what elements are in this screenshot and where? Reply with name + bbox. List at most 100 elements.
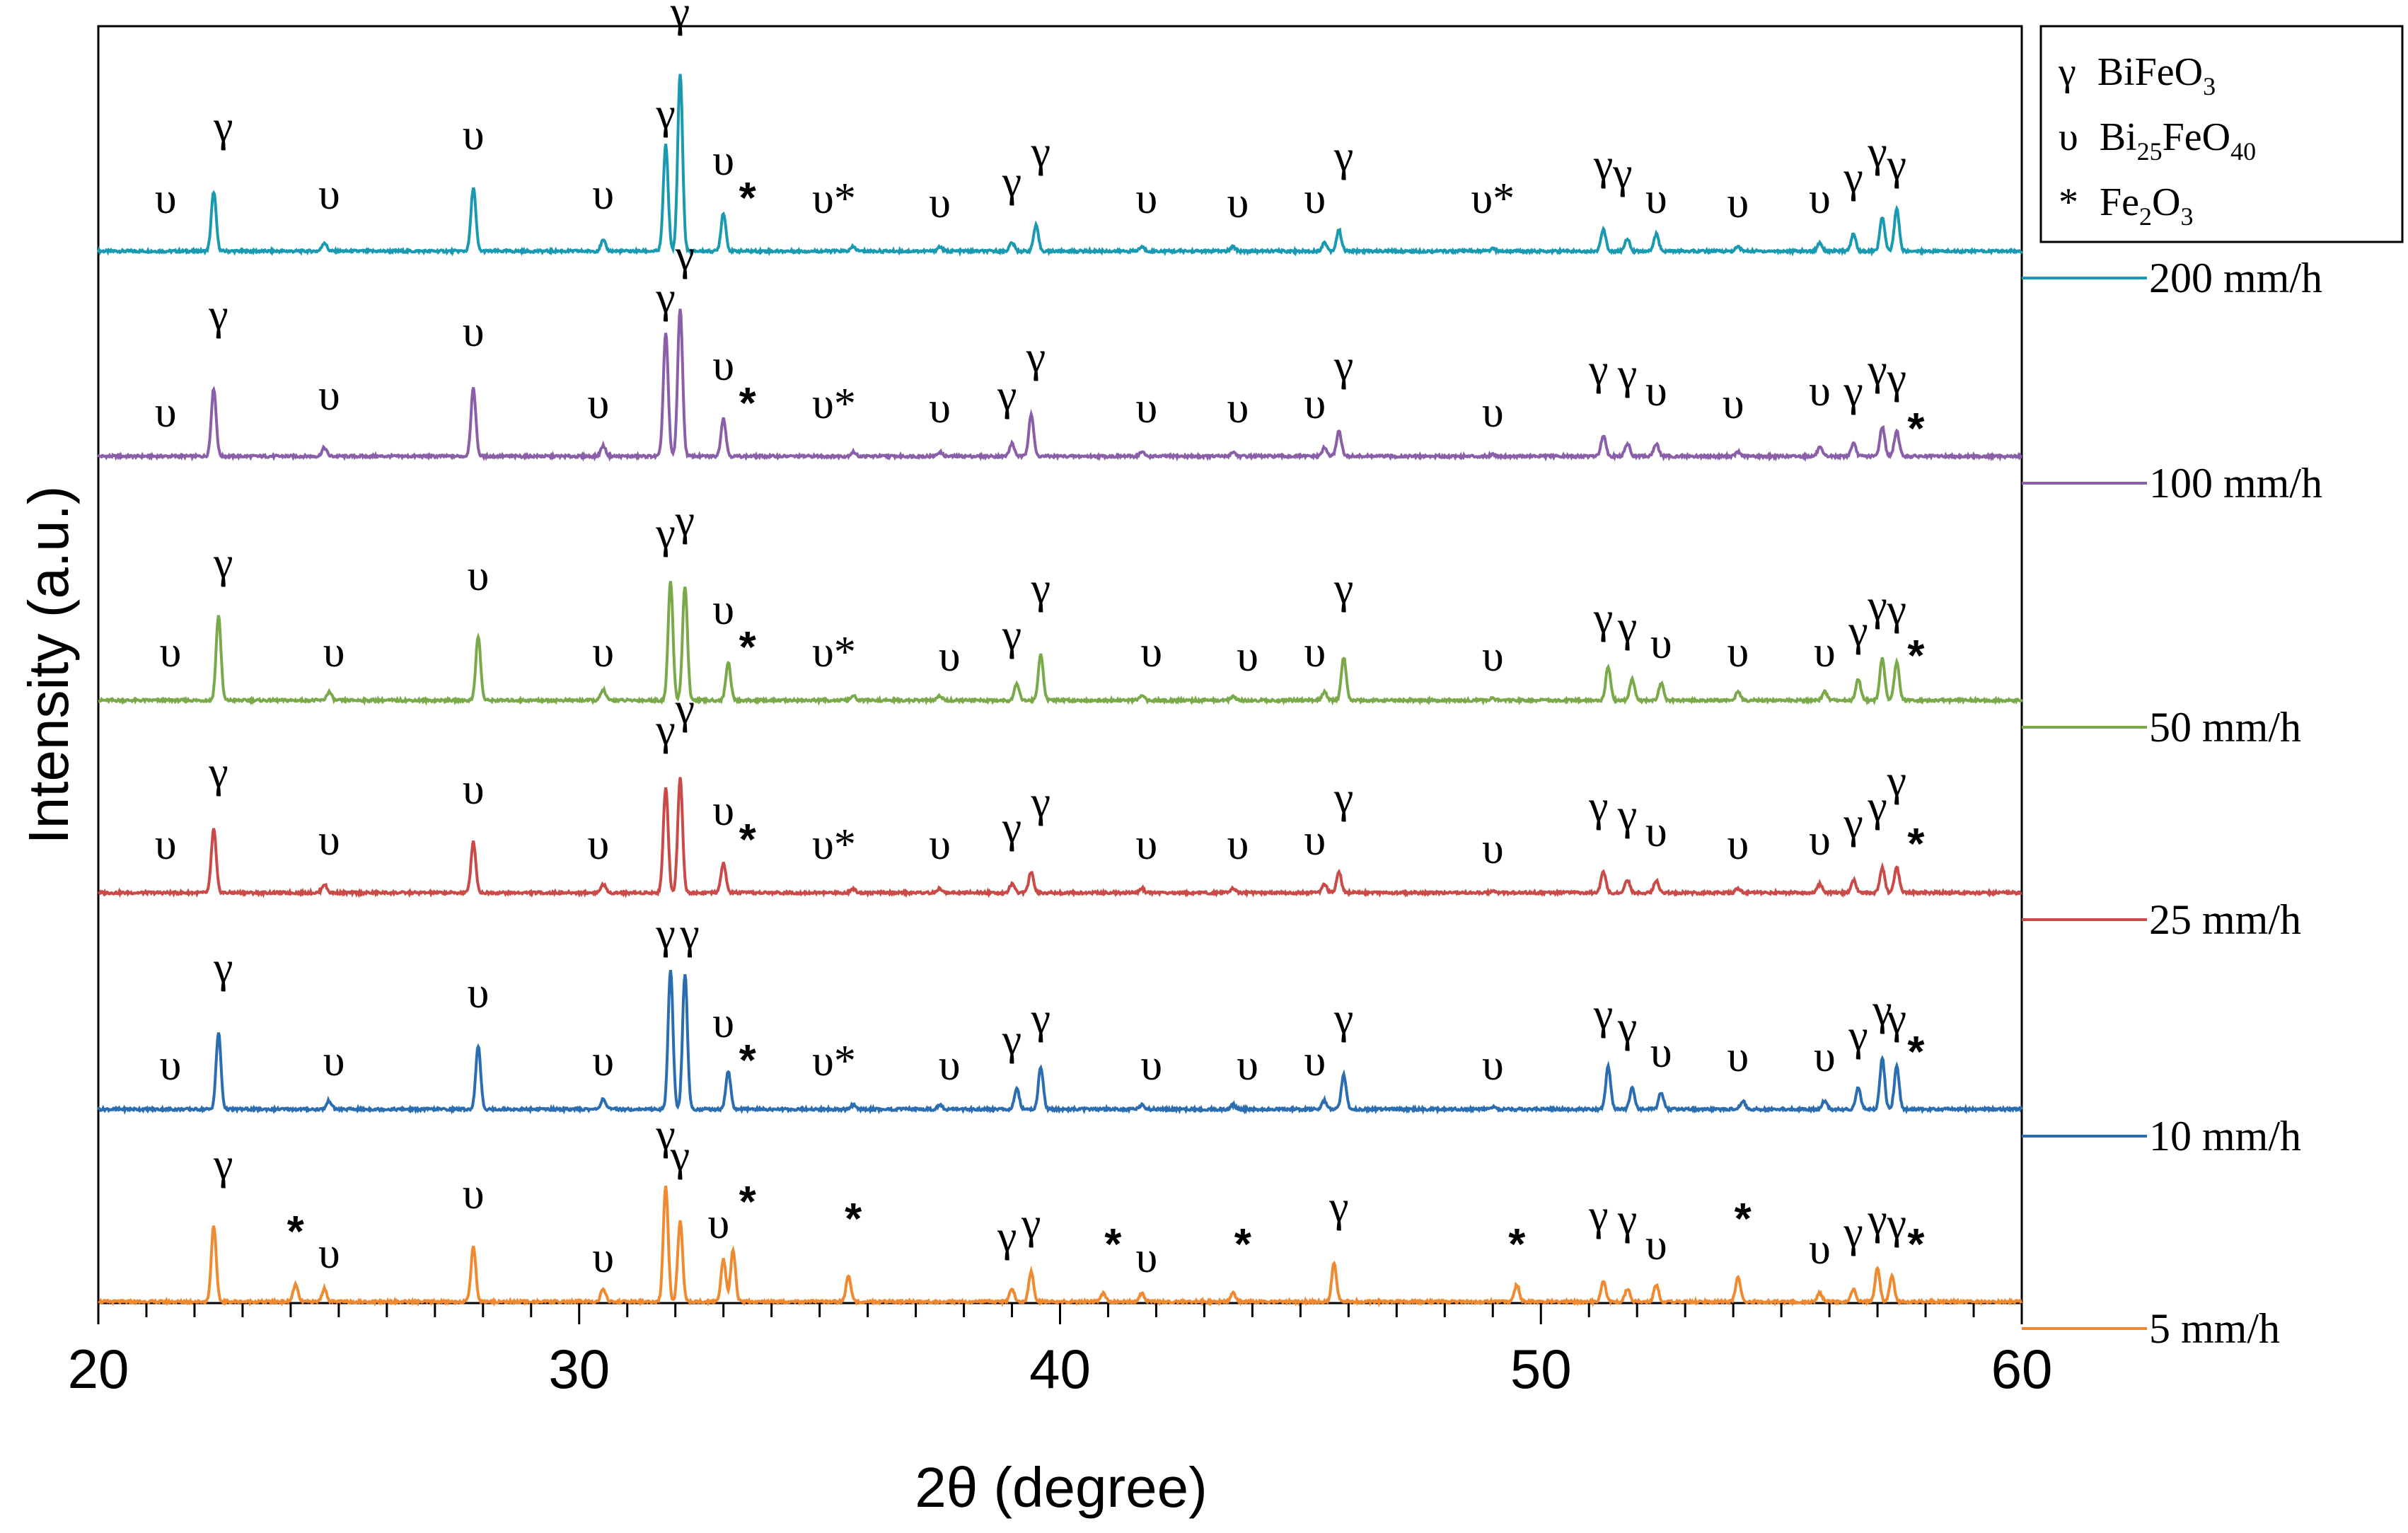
peak-label: υ bbox=[1727, 628, 1749, 676]
peak-label: υ bbox=[468, 969, 490, 1017]
peak-label: γ bbox=[1867, 346, 1887, 394]
peak-label: γ bbox=[1867, 582, 1887, 630]
peak-label: υ bbox=[1237, 632, 1258, 681]
series-line-5-mm-h bbox=[98, 1186, 2023, 1308]
x-tick-label: 20 bbox=[68, 1338, 129, 1400]
peak-label: υ bbox=[712, 137, 734, 185]
series-name: 50 mm/h bbox=[2149, 704, 2301, 751]
peak-label: γ bbox=[1031, 565, 1050, 613]
peak-label: γ bbox=[1588, 346, 1608, 394]
peak-label: γ bbox=[1026, 333, 1046, 381]
peak-label: υ bbox=[1482, 825, 1504, 873]
peak-label: * bbox=[1907, 820, 1925, 869]
series-name-label: 25 mm/h bbox=[2022, 896, 2301, 943]
peak-label: υ* bbox=[812, 628, 856, 676]
peak-label: * bbox=[1735, 1195, 1752, 1244]
peak-label: * bbox=[739, 174, 757, 223]
peak-label: υ bbox=[592, 170, 614, 219]
peak-label: γ bbox=[1843, 367, 1863, 415]
peak-label: γ bbox=[1867, 782, 1887, 831]
peak-label: υ bbox=[1237, 1041, 1258, 1089]
peak-label: υ bbox=[463, 1170, 485, 1218]
peak-label: γ bbox=[1593, 141, 1613, 189]
peak-label: γ bbox=[675, 685, 695, 733]
peak-label: υ bbox=[1304, 628, 1326, 676]
peak-label: γ bbox=[1848, 1012, 1868, 1060]
peak-label: γ bbox=[655, 509, 675, 557]
peak-label: γ bbox=[1031, 995, 1050, 1043]
x-tick-label: 40 bbox=[1029, 1338, 1091, 1400]
peak-label: υ bbox=[1723, 380, 1744, 428]
peak-label: υ bbox=[592, 1037, 614, 1085]
series-name-label: 100 mm/h bbox=[2022, 460, 2322, 507]
peak-label: * bbox=[739, 1178, 757, 1227]
peak-label: γ bbox=[670, 1132, 690, 1180]
series-names: 200 mm/h 100 mm/h 50 mm/h 25 mm/h 10 mm/h 5 m… bbox=[2022, 255, 2322, 1352]
series-line-100-mm-h bbox=[97, 308, 2022, 463]
series-name: 100 mm/h bbox=[2149, 460, 2322, 507]
peak-label: * bbox=[1907, 1220, 1925, 1269]
series-name: 10 mm/h bbox=[2149, 1113, 2301, 1159]
peak-label: υ bbox=[1809, 816, 1831, 864]
peak-label: γ bbox=[1617, 1196, 1637, 1244]
peak-label: υ bbox=[712, 999, 734, 1047]
peak-label: * bbox=[287, 1208, 305, 1256]
series-name: 25 mm/h bbox=[2149, 896, 2301, 943]
peak-label: γ bbox=[1848, 607, 1868, 655]
x-tick-label: 50 bbox=[1510, 1338, 1572, 1400]
peak-label: υ bbox=[463, 308, 485, 356]
series-name-label: 200 mm/h bbox=[2022, 255, 2322, 301]
peak-label: γ bbox=[1867, 1196, 1887, 1244]
peak-label: γ bbox=[1843, 799, 1863, 848]
x-tick-label: 30 bbox=[548, 1338, 610, 1400]
peak-label: υ bbox=[323, 1037, 345, 1085]
peak-label: γ bbox=[1867, 128, 1887, 176]
peak-label: * bbox=[1508, 1220, 1526, 1269]
peak-label: υ bbox=[929, 821, 951, 869]
peak-label: γ bbox=[1887, 141, 1906, 189]
series-name-label: 50 mm/h bbox=[2022, 704, 2301, 751]
x-axis: 20 30 40 50 60 bbox=[68, 1303, 2052, 1400]
peak-label: υ bbox=[1650, 1029, 1672, 1077]
peak-label: γ bbox=[1588, 1191, 1608, 1239]
peak-label: υ bbox=[592, 628, 614, 676]
peak-label: υ bbox=[1140, 1041, 1162, 1089]
legend-entry-bifeo3: γ BiFeO3 bbox=[2058, 50, 2216, 100]
peak-label: υ bbox=[712, 787, 734, 835]
peak-label: υ bbox=[592, 1234, 614, 1282]
series-name: 5 mm/h bbox=[2149, 1305, 2280, 1352]
peak-label: υ bbox=[1140, 628, 1162, 676]
peak-label: υ bbox=[712, 586, 734, 634]
peak-label: γ bbox=[1887, 995, 1906, 1043]
peak-label: γ bbox=[1612, 149, 1632, 197]
peak-label: γ bbox=[1002, 804, 1021, 852]
peak-label: γ bbox=[655, 706, 675, 754]
peak-label: γ bbox=[213, 103, 233, 151]
peak-label: υ* bbox=[1471, 175, 1515, 223]
peak-label: υ bbox=[1645, 367, 1667, 415]
peak-label: υ bbox=[468, 552, 490, 600]
peak-label: γ bbox=[1887, 1200, 1906, 1248]
peak-label: γ bbox=[1872, 986, 1892, 1034]
peak-label: υ* bbox=[812, 821, 856, 869]
peak-label: υ bbox=[323, 628, 345, 676]
peak-label: γ bbox=[655, 910, 675, 958]
peak-label: υ bbox=[1304, 1037, 1326, 1085]
peak-label: γ bbox=[1002, 611, 1021, 659]
peak-label: * bbox=[1907, 405, 1925, 453]
peak-label: υ bbox=[1136, 821, 1158, 869]
peak-label: υ bbox=[1304, 816, 1326, 864]
peak-label: υ bbox=[155, 175, 177, 223]
peak-label: γ bbox=[1002, 1016, 1021, 1064]
peak-label: γ bbox=[1588, 782, 1608, 831]
peak-label: υ bbox=[1482, 632, 1504, 681]
peak-label: υ bbox=[1227, 179, 1249, 227]
peak-label: γ bbox=[1617, 791, 1637, 839]
legend-box: γ BiFeO3 υ Bi25FeO40 * Fe2O3 bbox=[2039, 25, 2404, 243]
peak-label: γ bbox=[1333, 342, 1353, 390]
peak-label: υ bbox=[939, 632, 961, 681]
plot-frame bbox=[97, 25, 2023, 1305]
peak-label: υ bbox=[1727, 179, 1749, 227]
